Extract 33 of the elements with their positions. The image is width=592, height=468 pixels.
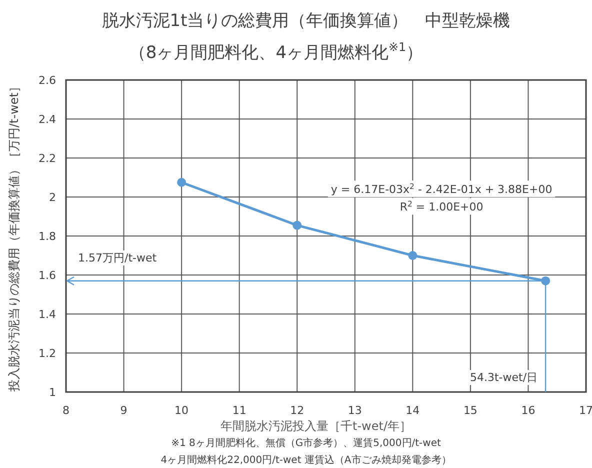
x-tick-label: 15 [463,404,478,417]
x-tick-label: 9 [120,404,128,417]
x-tick-label: 14 [406,404,420,417]
point [408,251,418,260]
x-tick-label: 17 [579,404,592,417]
y-tick-label: 1.2 [38,347,56,360]
y-tick-label: 2.2 [38,152,56,165]
point [292,220,302,230]
x-tick-label: 10 [174,404,189,417]
x-tick-label: 8 [62,404,70,417]
text: 4ヶ月間燃料化22,000円/t-wet 運賃込（A市ごみ焼却発電参考） [160,454,452,466]
x-tick-label: 11 [232,404,246,417]
chart-title: 脱水汚泥1t当りの総費用（年価換算値） 中型乾燥機 [102,11,510,31]
annotation: y = 6.17E-03x$^{2}$ - 2.42E-01x + 3.88E+00 [330,182,552,196]
x-tick-label: 16 [521,404,536,417]
text: ※1 8ヶ月間肥料化、無償（G市参考）、運賃5,000円/t-wet [171,437,441,449]
y-tick-label: 1.8 [38,230,56,243]
ref-line-label: 54.3t-wet/日 [470,371,538,384]
y-tick-label: 1.4 [38,308,56,321]
point [177,178,186,187]
chart-subtitle: （8ヶ月間肥料化、4ヶ月間燃料化$^{※1}$） [128,40,424,63]
y-tick-label: 1.6 [38,269,56,282]
x-tick-label: 12 [290,404,304,417]
annotation: R$^{2}$ = 1.00E+00 [400,199,484,214]
y-axis-title: 投入脱水汚泥当りの総費用（年価換算値）［万円/t-wet］ [7,80,21,392]
y-tick-label: 2.6 [38,74,56,87]
y-tick-label: 1 [49,386,56,399]
x-axis-title: 年間脱水汚泥投入量［千t-wet/年］ [220,419,412,433]
ref-line-label: 1.57万円/t-wet [78,251,158,264]
x-tick-label: 13 [348,404,362,417]
y-tick-label: 2.4 [38,113,56,126]
y-tick-label: 2 [49,191,56,204]
point [541,276,550,286]
